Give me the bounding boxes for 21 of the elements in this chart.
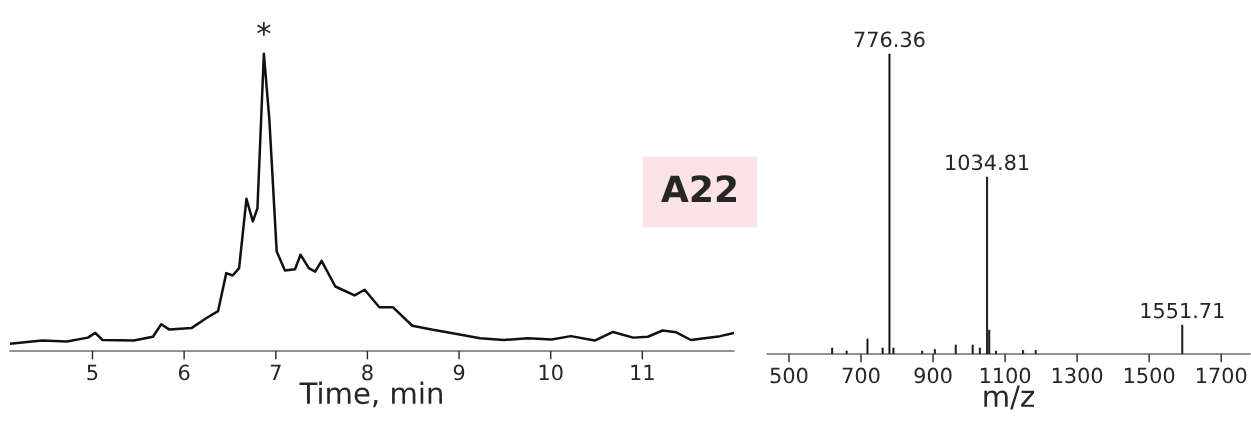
x-tick-label: 1300: [1052, 367, 1103, 384]
x-tick-label: 7: [270, 364, 281, 381]
x-tick-label: 1500: [1124, 367, 1175, 384]
x-tick-label: 900: [914, 367, 952, 384]
x-axis-title: m/z: [984, 385, 1035, 410]
x-axis-title: Time, min: [299, 381, 442, 408]
x-tick-label: 1700: [1196, 367, 1247, 384]
x-tick-label: 11: [631, 364, 654, 381]
x-tick-label: 8: [362, 364, 373, 381]
annotation: *: [257, 21, 271, 36]
x-tick-label: 9: [453, 364, 465, 381]
annotation: 1551.71: [1141, 302, 1224, 319]
x-tick-label: 6: [178, 364, 190, 381]
x-tick-label: 500: [770, 367, 808, 384]
x-tick-label: 5: [87, 364, 98, 381]
x-tick-label: 1100: [980, 367, 1031, 384]
x-tick-label: 700: [842, 367, 880, 384]
annotation: 1034.81: [946, 154, 1029, 171]
x-tick-label: 10: [539, 364, 563, 381]
annotation: 776.36: [854, 31, 925, 48]
annotation: A22: [661, 175, 736, 202]
